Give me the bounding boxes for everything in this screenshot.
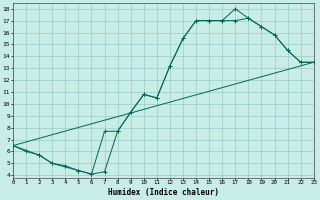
X-axis label: Humidex (Indice chaleur): Humidex (Indice chaleur) — [108, 188, 219, 197]
